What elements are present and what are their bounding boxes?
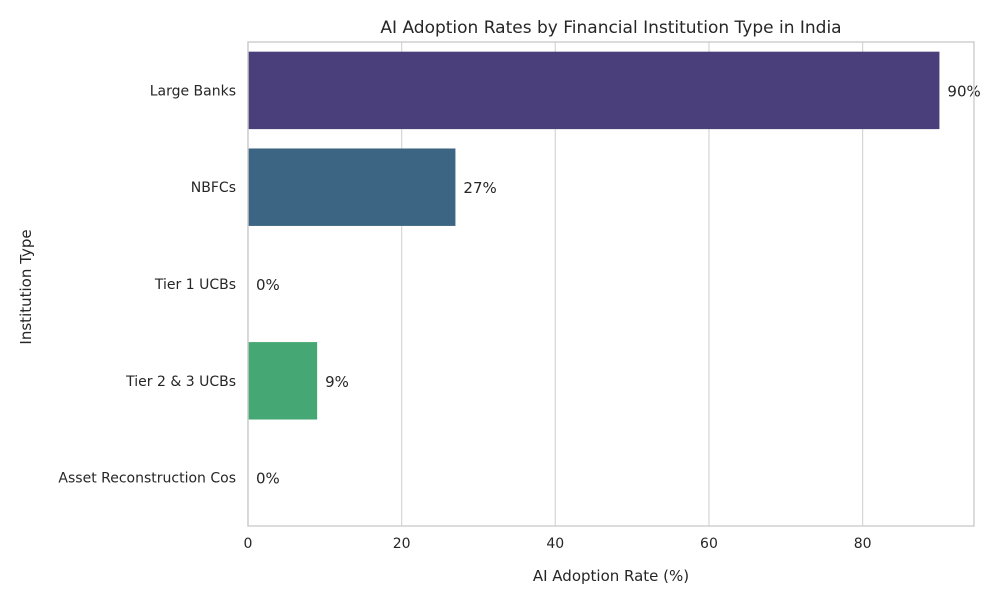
x-tick-label: 20 <box>393 536 411 552</box>
y-axis-label: Institution Type <box>17 229 35 344</box>
bars <box>248 51 940 420</box>
x-tick-label: 40 <box>546 536 564 552</box>
y-tick-label: Asset Reconstruction Cos <box>58 471 236 487</box>
y-tick-label: Tier 2 & 3 UCBs <box>125 374 236 390</box>
data-label: 9% <box>325 373 349 391</box>
y-tick-label: Large Banks <box>150 83 236 99</box>
x-axis-label: AI Adoption Rate (%) <box>533 567 689 585</box>
data-label: 27% <box>463 179 496 197</box>
data-label: 0% <box>256 276 280 294</box>
data-label: 90% <box>947 82 980 100</box>
x-tick-label: 0 <box>244 536 253 552</box>
bar <box>248 342 318 420</box>
y-tick-label: NBFCs <box>191 180 236 196</box>
y-tick-label: Tier 1 UCBs <box>154 277 236 293</box>
plot-frame <box>247 41 975 527</box>
data-label: 0% <box>256 470 280 488</box>
x-tick-label: 60 <box>700 536 718 552</box>
data-labels: 90% 27% 0% 9% 0% <box>256 82 981 487</box>
x-tick-label: 80 <box>854 536 872 552</box>
bar <box>248 51 940 130</box>
tick-labels: 0 20 40 60 80 Large Banks NBFCs Tier 1 UCBs Tier… <box>58 83 871 552</box>
bar <box>248 148 456 226</box>
chart-title: AI Adoption Rates by Financial Instituti… <box>380 18 841 38</box>
